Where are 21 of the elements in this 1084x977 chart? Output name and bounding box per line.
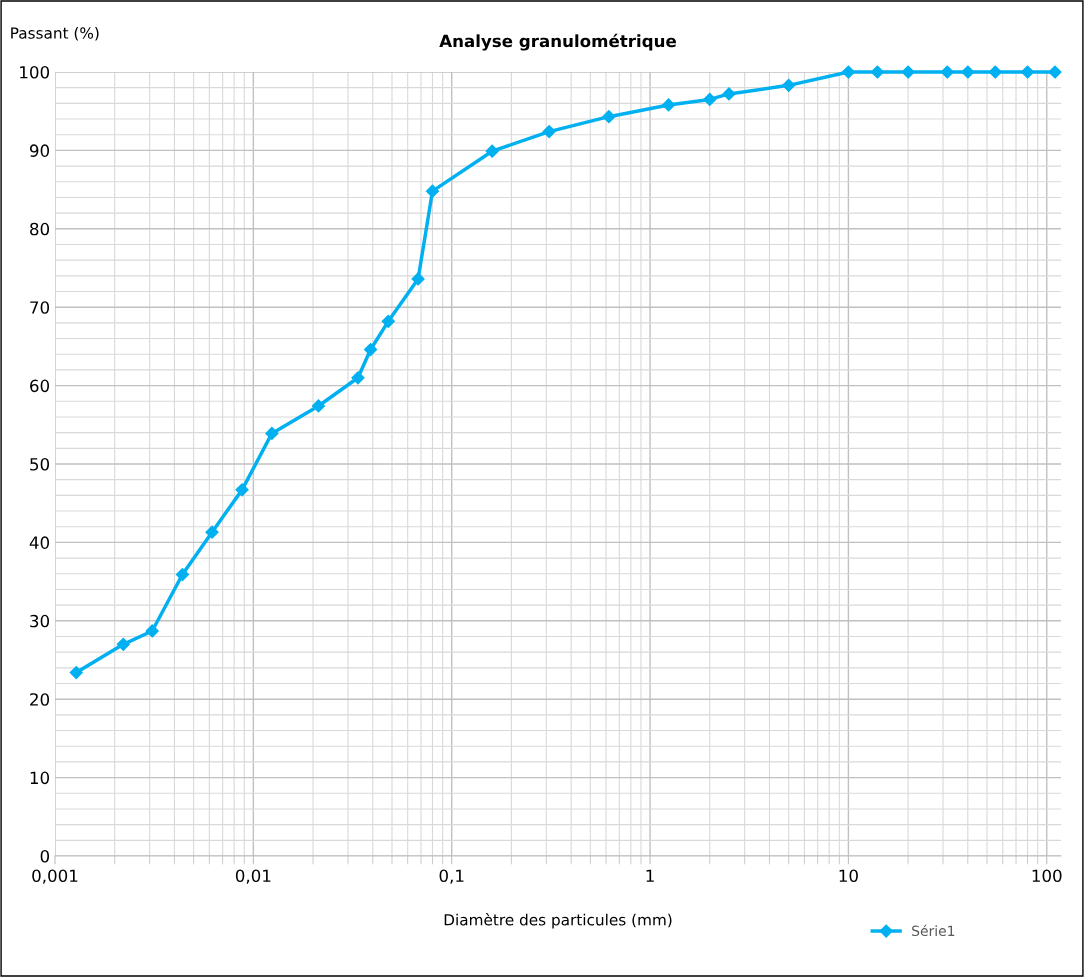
y-axis-title: Passant (%) bbox=[11, 26, 99, 41]
y-tick-label: 10 bbox=[30, 771, 50, 785]
x-tick-label: 0,001 bbox=[32, 869, 78, 884]
x-tick-label: 100 bbox=[1032, 869, 1062, 883]
x-tick-label: 0,01 bbox=[235, 869, 271, 884]
y-tick-label: 30 bbox=[30, 614, 50, 628]
y-tick-label: 100 bbox=[20, 65, 50, 79]
legend-label: Série1 bbox=[912, 924, 955, 937]
x-tick-label: 0,1 bbox=[439, 869, 464, 884]
chart-title: Analyse granulométrique bbox=[439, 33, 676, 51]
y-tick-label: 80 bbox=[30, 222, 50, 236]
x-tick-label: 10 bbox=[839, 869, 858, 883]
y-tick-label: 20 bbox=[30, 693, 50, 706]
y-tick-label: 90 bbox=[29, 144, 50, 157]
y-tick-label: 60 bbox=[30, 379, 50, 393]
y-tick-label: 50 bbox=[30, 457, 50, 471]
y-tick-label: 40 bbox=[29, 536, 50, 549]
x-tick-label: 1 bbox=[646, 869, 654, 882]
y-tick-label: 0 bbox=[40, 849, 50, 863]
x-axis-title: Diamètre des particules (mm) bbox=[444, 913, 672, 929]
y-tick-label: 70 bbox=[30, 301, 50, 314]
